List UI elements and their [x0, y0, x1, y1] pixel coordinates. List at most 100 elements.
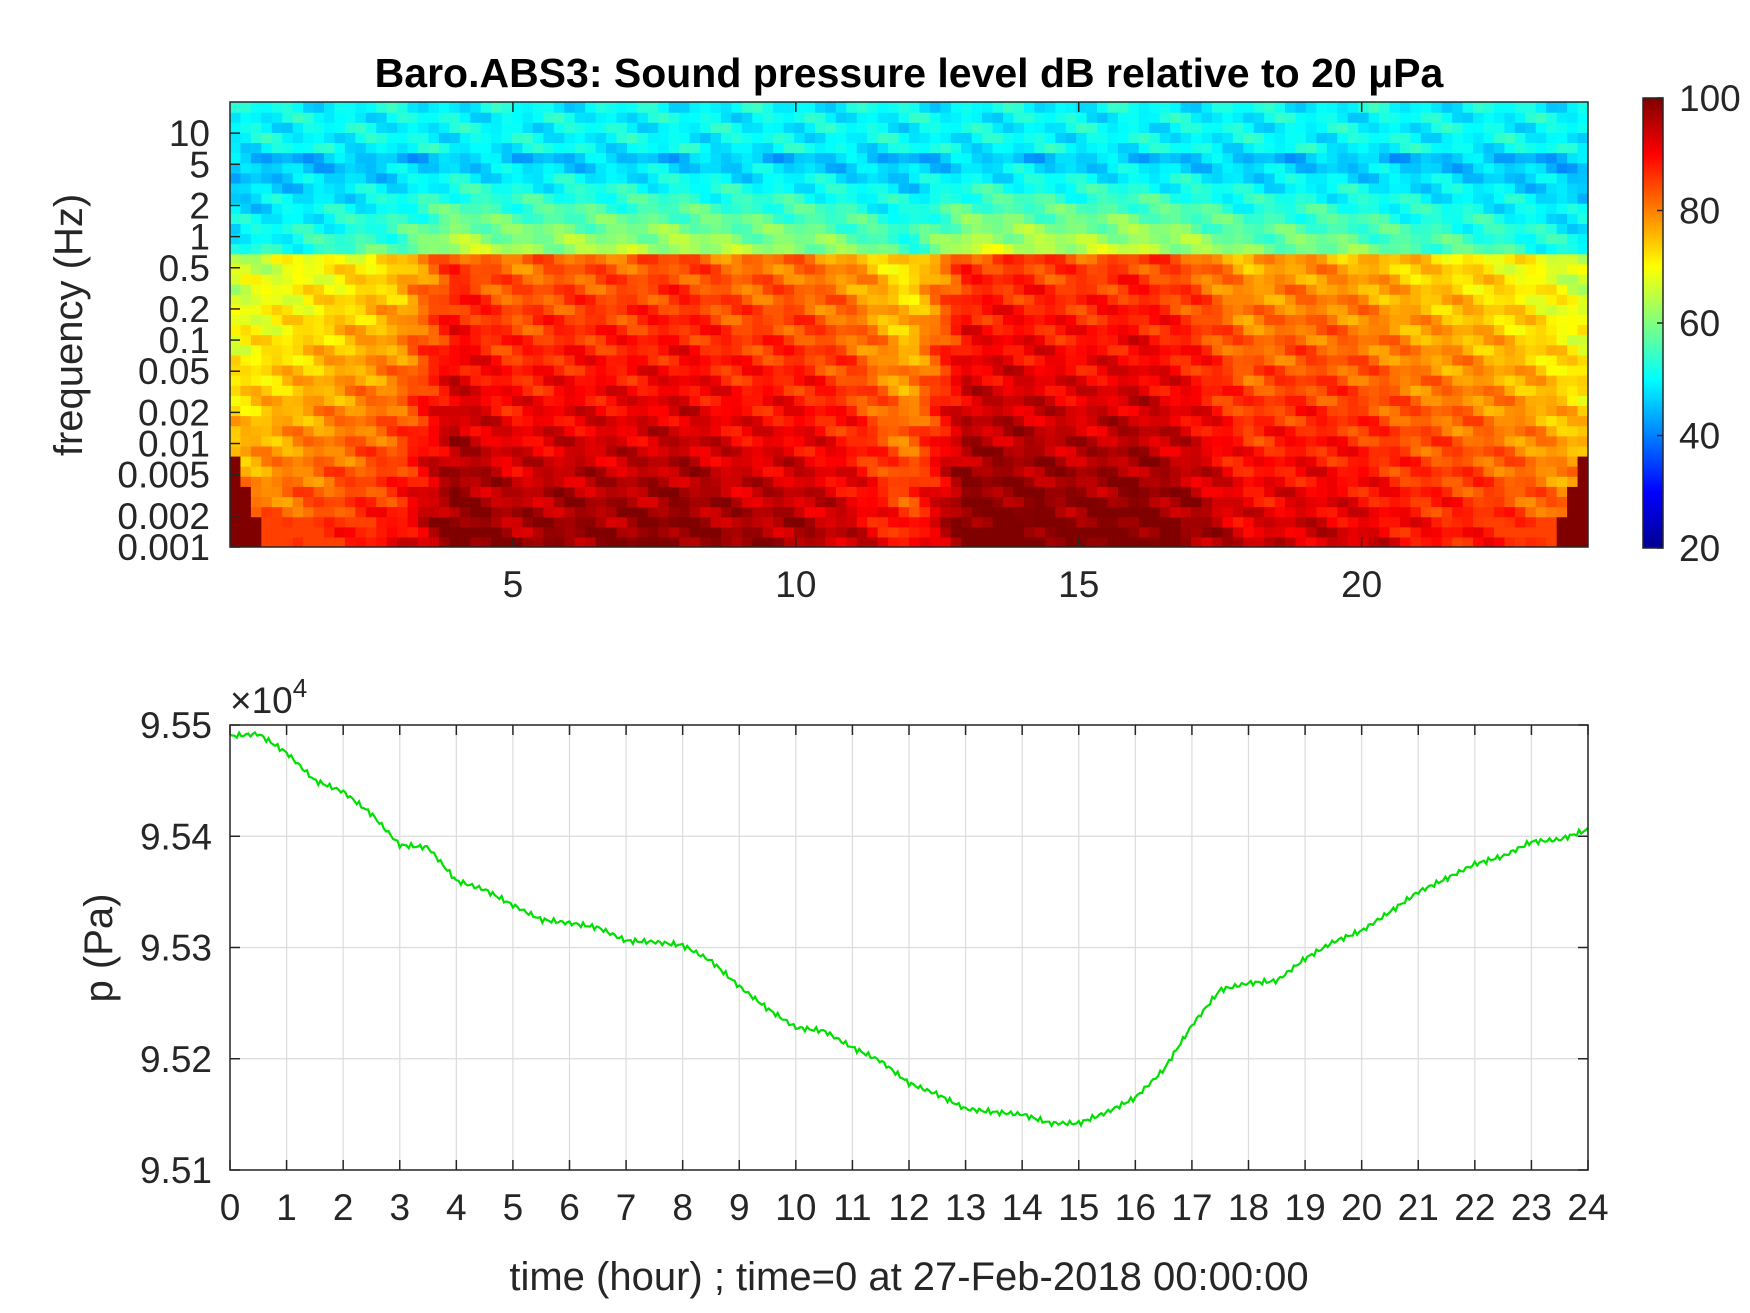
- heatmap-cell: [752, 415, 764, 427]
- heatmap-cell: [303, 263, 315, 275]
- heatmap-cell: [313, 486, 325, 498]
- heatmap-cell: [1389, 102, 1401, 113]
- heatmap-cell: [1034, 132, 1046, 144]
- heatmap-cell: [491, 354, 503, 366]
- heatmap-cell: [449, 112, 461, 123]
- heatmap-cell: [1086, 536, 1098, 547]
- heatmap-cell: [449, 102, 461, 113]
- heatmap-cell: [1128, 506, 1140, 518]
- heatmap-cell: [324, 334, 336, 346]
- heatmap-cell: [1368, 233, 1380, 245]
- heatmap-cell: [1180, 112, 1192, 123]
- heatmap-cell: [992, 334, 1004, 346]
- heatmap-cell: [1389, 304, 1401, 315]
- heatmap-cell: [689, 476, 701, 487]
- heatmap-cell: [794, 344, 806, 356]
- heatmap-cell: [1076, 233, 1088, 245]
- heatmap-cell: [376, 122, 388, 133]
- heatmap-cell: [637, 223, 649, 235]
- heatmap-cell: [1379, 193, 1391, 204]
- heatmap-cell: [794, 233, 806, 245]
- heatmap-cell: [407, 172, 419, 184]
- heatmap-cell: [846, 294, 858, 305]
- heatmap-cell: [1138, 142, 1150, 154]
- heatmap-cell: [459, 223, 471, 235]
- heatmap-cell: [846, 466, 858, 477]
- heatmap-cell: [397, 182, 409, 194]
- heatmap-cell: [1326, 516, 1338, 528]
- heatmap-cell: [1368, 334, 1380, 346]
- heatmap-cell: [407, 122, 419, 133]
- heatmap-cell: [1253, 435, 1265, 447]
- heatmap-cell: [470, 142, 482, 154]
- heatmap-cell: [292, 324, 304, 336]
- heatmap-cell: [418, 102, 430, 113]
- heatmap-cell: [271, 142, 283, 154]
- heatmap-cell: [1023, 415, 1035, 427]
- heatmap-cell: [1253, 455, 1265, 467]
- heatmap-cell: [856, 193, 868, 204]
- heatmap-cell: [376, 334, 388, 346]
- heatmap-cell: [1232, 263, 1244, 275]
- heatmap-cell: [616, 152, 628, 164]
- heatmap-cell: [825, 385, 837, 396]
- heatmap-cell: [1149, 445, 1161, 457]
- heatmap-cell: [512, 213, 524, 224]
- heatmap-cell: [1243, 162, 1255, 174]
- heatmap-cell: [595, 344, 607, 356]
- heatmap-cell: [877, 344, 889, 356]
- heatmap-cell: [1128, 203, 1140, 214]
- heatmap-cell: [470, 213, 482, 224]
- heatmap-cell: [595, 526, 607, 538]
- heatmap-cell: [397, 445, 409, 457]
- heatmap-cell: [950, 203, 962, 214]
- heatmap-cell: [438, 455, 450, 467]
- heatmap-cell: [1347, 193, 1359, 204]
- heatmap-cell: [919, 203, 931, 214]
- heatmap-cell: [700, 162, 712, 174]
- heatmap-cell: [606, 142, 618, 154]
- heatmap-cell: [532, 182, 544, 194]
- heatmap-cell: [1180, 152, 1192, 164]
- heatmap-cell: [700, 354, 712, 366]
- heatmap-cell: [365, 405, 377, 417]
- heatmap-cell: [564, 203, 576, 214]
- heatmap-cell: [585, 172, 597, 184]
- heatmap-cell: [428, 253, 440, 265]
- heatmap-cell: [282, 294, 294, 305]
- heatmap-cell: [1013, 314, 1025, 326]
- heatmap-cell: [1211, 273, 1223, 285]
- heatmap-cell: [720, 455, 733, 467]
- heatmap-cell: [1055, 506, 1067, 518]
- heatmap-cell: [313, 193, 325, 204]
- heatmap-cell: [647, 476, 659, 487]
- heatmap-cell: [250, 182, 262, 194]
- heatmap-cell: [752, 516, 764, 528]
- heatmap-cell: [449, 455, 461, 467]
- heatmap-cell: [459, 102, 471, 113]
- heatmap-cell: [407, 405, 419, 417]
- heatmap-cell: [386, 344, 398, 356]
- heatmap-cell: [313, 476, 325, 487]
- heatmap-cell: [501, 304, 513, 315]
- heatmap-cell: [418, 152, 430, 164]
- heatmap-cell: [574, 506, 586, 518]
- heatmap-cell: [595, 354, 607, 366]
- heatmap-cell: [888, 466, 900, 477]
- heatmap-cell: [1097, 203, 1109, 214]
- heatmap-cell: [1149, 425, 1161, 437]
- heatmap-cell: [1003, 445, 1015, 457]
- heatmap-cell: [324, 455, 336, 467]
- heatmap-cell: [1337, 273, 1349, 285]
- heatmap-cell: [376, 466, 388, 477]
- heatmap-cell: [292, 102, 304, 113]
- heatmap-cell: [1191, 142, 1203, 154]
- heatmap-cell: [606, 506, 618, 518]
- heatmap-cell: [898, 496, 910, 508]
- heatmap-cell: [658, 314, 670, 326]
- heatmap-cell: [1086, 182, 1098, 194]
- heatmap-cell: [929, 415, 941, 427]
- heatmap-cell: [334, 425, 346, 437]
- heatmap-cell: [1316, 102, 1328, 113]
- heatmap-cell: [1076, 536, 1088, 547]
